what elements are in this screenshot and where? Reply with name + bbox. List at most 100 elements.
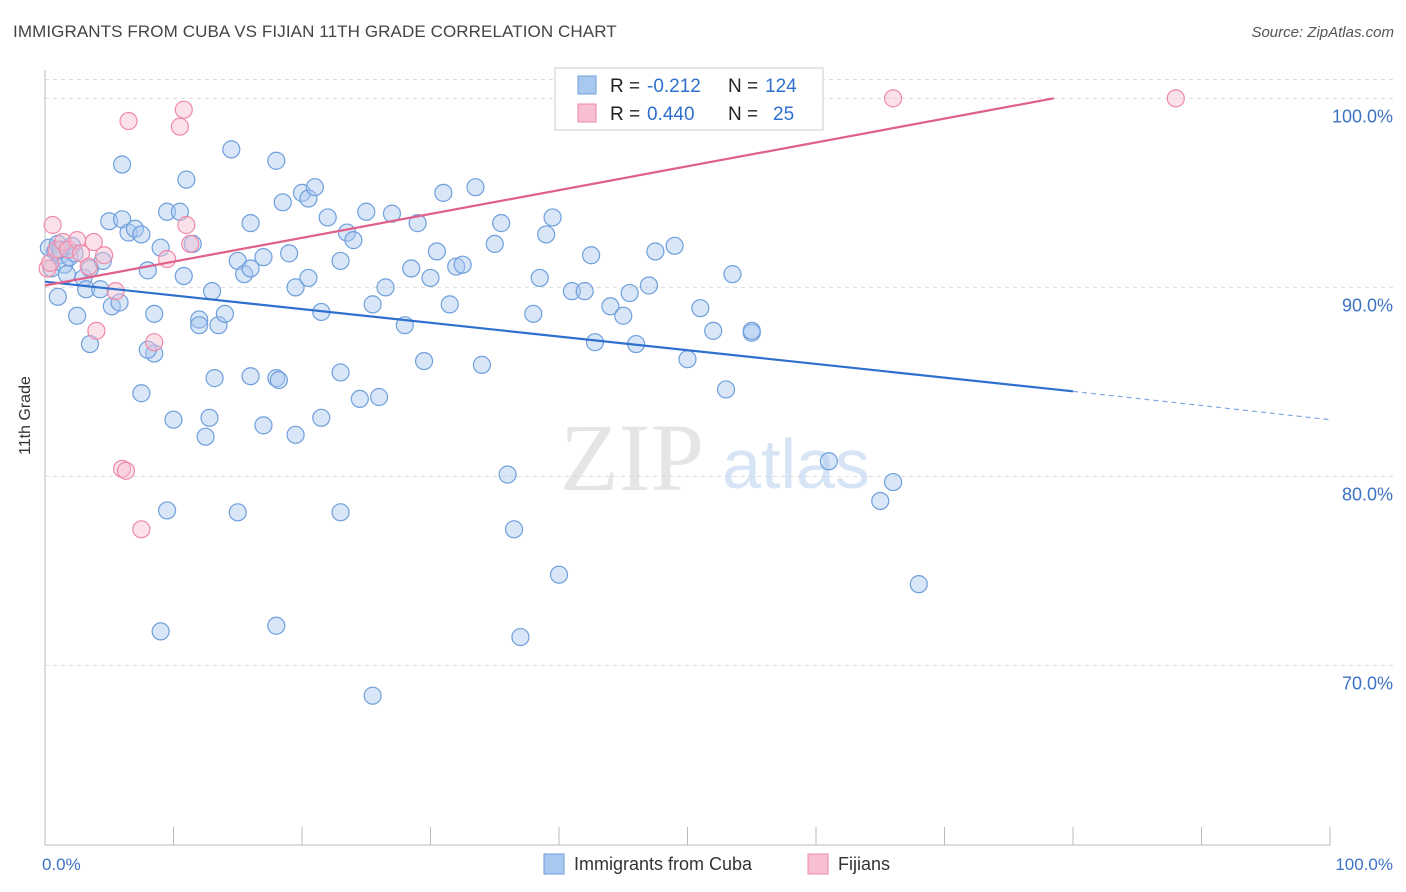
cuba-point [331,251,350,271]
y-tick-label: 80.0% [1342,484,1393,504]
cuba-point [145,304,164,323]
cuba-point [190,316,209,335]
cuba-point [427,242,447,261]
fijian-point [119,111,138,131]
cuba-point [440,295,459,314]
fijian-point [95,246,114,265]
cuba-point [408,214,427,233]
legend-r-label-fijians: R = [610,104,640,125]
cuba-point [196,427,215,446]
cuba-point [350,389,369,409]
cuba-point [138,340,157,359]
fijian-point [883,89,903,108]
fijian-point [181,234,200,254]
cuba-point [639,276,659,295]
cuba-point [110,293,129,312]
legend-bottom-label-cuba: Immigrants from Cuba [574,854,753,874]
cuba-point [269,370,288,390]
cuba-point [498,465,517,484]
cuba-point [132,225,151,244]
cuba-point [543,208,562,227]
cuba-point [434,183,453,202]
cuba-point [177,170,196,189]
legend-swatch-fijians [577,103,597,123]
cuba-point [305,178,324,197]
legend-n-label-cuba: N = [728,76,758,97]
cuba-point [164,410,183,429]
cuba-point [112,155,132,174]
cuba-point [200,408,219,427]
cuba-point [215,304,234,323]
cuba-point [549,565,569,584]
legend-bottom-swatch-fijians [807,853,829,875]
cuba-point [485,234,504,254]
fijian-point [79,257,98,276]
fijian-point [84,232,103,252]
fijian-point [132,520,151,539]
trend-lines [44,97,1331,421]
cuba-point [331,503,350,522]
fijian-point [116,461,136,480]
fijian-point [43,215,62,235]
cuba-point [562,282,581,301]
chart-title: IMMIGRANTS FROM CUBA VS FIJIAN 11TH GRAD… [13,22,617,41]
legend-n-value-fijians: 25 [773,104,794,125]
legend-n-value-cuba: 124 [765,76,797,97]
cuba-point [585,333,605,352]
legend-stats: R = -0.212 N = 124 R = 0.440 N = 25 [554,67,824,131]
fijian-point [177,215,196,235]
cuba-point [202,282,222,301]
cuba-point [344,231,363,250]
cuba-point [190,310,209,329]
cuba-point [665,236,684,255]
cuba-point [357,202,376,221]
cuba-point [601,297,620,316]
cuba-point [716,380,736,399]
cuba-point [228,503,247,522]
fijian-point [87,321,106,340]
cuba-point [614,306,633,325]
cuba-point [312,408,331,427]
cuba-point [871,491,890,511]
fijian-point [106,282,125,301]
cuba-point [273,193,292,212]
cuba-point [222,140,241,159]
cuba-point [151,622,170,641]
source-label: Source: ZipAtlas.com [1251,24,1394,41]
series-cuba-points [39,89,928,705]
axes [44,70,1331,846]
cuba-point [157,501,177,520]
cuba-point [280,244,299,263]
legend-series: Immigrants from Cuba Fijians [543,853,890,875]
cuba-point [363,686,382,705]
cuba-point [883,472,903,492]
cuba-point [511,627,530,647]
cuba-point [453,255,472,274]
cuba-point [363,295,382,314]
cuba-point [267,616,286,635]
legend-r-value-fijians: 0.440 [647,104,695,125]
cuba-point [691,299,710,318]
legend-box [554,67,824,131]
y-tick-label: 90.0% [1342,295,1393,315]
cuba-point [909,575,928,594]
cuba-point [68,306,87,325]
x-tick-label-max: 100.0% [1335,855,1393,874]
cuba-point [205,369,224,388]
cuba-point [286,425,305,444]
fijian-trend-line [44,97,1054,287]
cuba-point [157,202,177,221]
cuba-point [254,248,273,267]
x-tick-labels: 0.0% 100.0% [42,855,1393,874]
legend-bottom-label-fijians: Fijians [838,854,890,874]
cuba-point [704,321,723,340]
legend-r-label-cuba: R = [610,76,640,97]
cuba-trend-line [44,280,1074,393]
watermark-atlas: atlas [722,425,870,503]
watermark: ZIP atlas [560,404,870,511]
cuba-point [742,321,761,340]
fijian-point [1166,89,1185,108]
cuba-point [241,259,260,278]
cuba-point [331,363,350,382]
cuba-point [402,259,421,278]
